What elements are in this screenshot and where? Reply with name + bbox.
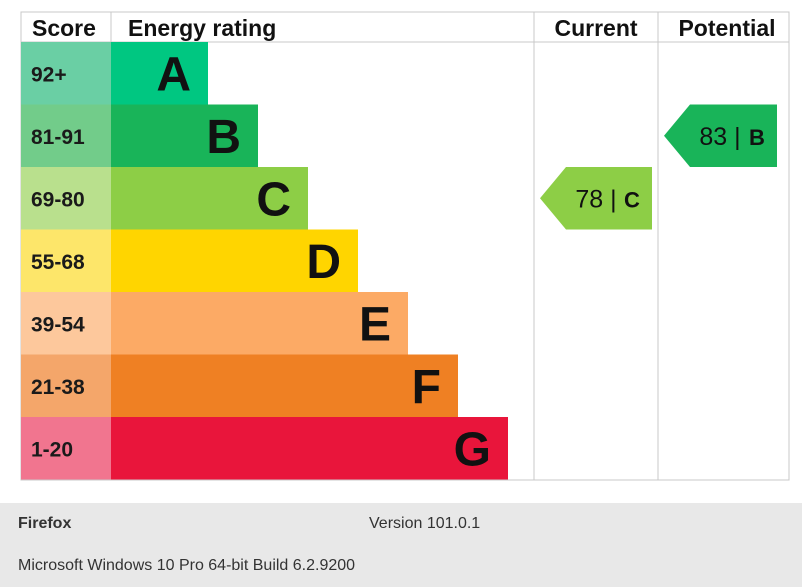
energy-rating-header: Energy rating: [128, 15, 276, 41]
current-rating-value: 78 |: [575, 185, 616, 213]
score-range-d: 55-68: [31, 251, 85, 274]
rating-bar-c: [111, 167, 308, 230]
potential-header: Potential: [678, 15, 775, 41]
score-cell-a: [21, 42, 111, 105]
score-cell-b: [21, 104, 111, 167]
score-cell-c: [21, 167, 111, 230]
rating-letter-f: F: [412, 361, 441, 414]
score-header: Score: [32, 15, 96, 41]
rating-bar-d: [111, 229, 358, 292]
operating-system: Microsoft Windows 10 Pro 64-bit Build 6.…: [18, 557, 356, 574]
potential-rating-letter: B: [749, 125, 765, 150]
score-cell-g: [21, 417, 111, 480]
score-range-c: 69-80: [31, 188, 85, 211]
rating-letter-e: E: [359, 298, 391, 351]
rating-bar-b: [111, 104, 258, 167]
browser-info-footer: Firefox Version 101.0.1 Microsoft Window…: [0, 503, 802, 587]
current-header: Current: [554, 15, 637, 41]
potential-rating-value: 83 |: [699, 123, 740, 151]
browser-version: Version 101.0.1: [369, 515, 481, 532]
rating-bar-e: [111, 292, 408, 355]
rating-letter-g: G: [454, 423, 491, 476]
current-rating-letter: C: [624, 187, 640, 212]
potential-rating-arrow: [664, 104, 777, 167]
score-range-g: 1-20: [31, 438, 73, 461]
rating-letter-d: D: [306, 236, 341, 289]
score-range-a: 92+: [31, 63, 67, 86]
rating-letter-c: C: [256, 173, 291, 226]
rating-letter-b: B: [206, 111, 241, 164]
current-rating-arrow: [540, 167, 652, 230]
score-cell-d: [21, 229, 111, 292]
browser-name: Firefox: [18, 515, 72, 532]
rating-letter-a: A: [156, 48, 191, 101]
score-range-e: 39-54: [31, 313, 85, 336]
score-cell-f: [21, 354, 111, 417]
score-range-f: 21-38: [31, 376, 85, 399]
rating-bar-a: [111, 42, 208, 105]
rating-bar-g: [111, 417, 508, 480]
energy-rating-chart: Score Energy rating Current Potential 92…: [20, 11, 790, 481]
score-range-b: 81-91: [31, 126, 85, 149]
score-cell-e: [21, 292, 111, 355]
rating-bar-f: [111, 354, 458, 417]
